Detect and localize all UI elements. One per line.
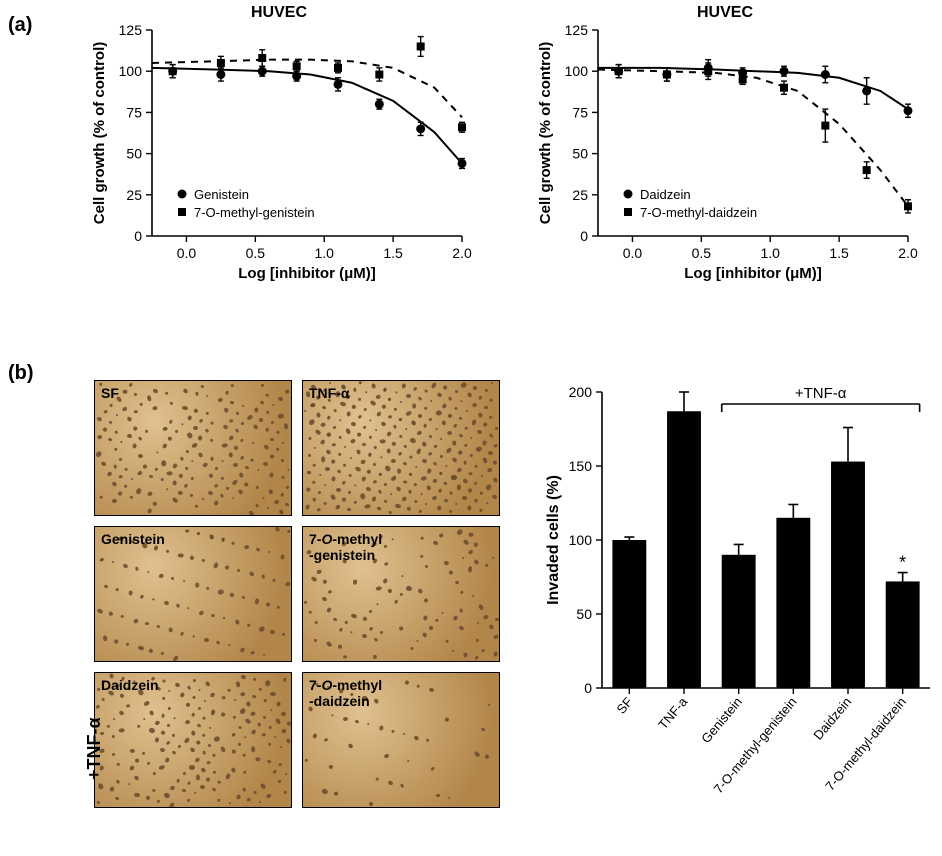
svg-text:75: 75 [572, 104, 588, 120]
micrograph-grid: SF TNF-α Genistein 7-O-methyl-genistein Daid… [94, 380, 504, 810]
svg-text:7-O-methyl-genistein: 7-O-methyl-genistein [194, 205, 315, 220]
svg-text:Daidzein: Daidzein [640, 187, 691, 202]
svg-text:1.0: 1.0 [314, 245, 334, 261]
svg-text:50: 50 [126, 146, 142, 162]
panel-a-label: (a) [8, 14, 32, 37]
svg-text:Cell growth (% of control): Cell growth (% of control) [537, 42, 554, 224]
svg-text:2.0: 2.0 [452, 245, 472, 261]
micrograph-label: Daidzein [101, 677, 159, 693]
svg-text:0: 0 [580, 228, 588, 244]
svg-text:2.0: 2.0 [898, 245, 918, 261]
micrograph-2: Genistein [94, 526, 292, 662]
svg-text:200: 200 [569, 384, 593, 400]
chart-a1-title: HUVEC [84, 4, 474, 22]
chart-a1: 0.0 0.5 1.0 1.5 2.0 0 25 50 75 100 125 Log [inhibit… [84, 22, 474, 292]
micrograph-label: Genistein [101, 531, 165, 547]
chart-b: 0 50 100 150 200 Invaded cells (%) SF TNF-aGeni… [540, 378, 940, 838]
svg-text:0.5: 0.5 [246, 245, 266, 261]
svg-text:100: 100 [569, 532, 593, 548]
svg-text:0.0: 0.0 [177, 245, 197, 261]
svg-text:0: 0 [584, 680, 592, 696]
svg-text:0.5: 0.5 [692, 245, 712, 261]
panel-b-label: (b) [8, 362, 34, 385]
chart-a2-title: HUVEC [530, 4, 920, 22]
svg-text:0.0: 0.0 [623, 245, 643, 261]
svg-text:100: 100 [565, 63, 589, 79]
svg-text:1.5: 1.5 [383, 245, 403, 261]
svg-text:50: 50 [576, 606, 592, 622]
svg-text:Genistein: Genistein [194, 187, 249, 202]
svg-text:Genistein: Genistein [698, 694, 745, 746]
svg-text:SF: SF [613, 694, 635, 716]
svg-text:*: * [899, 553, 906, 573]
svg-text:Invaded cells (%): Invaded cells (%) [545, 475, 562, 605]
micrograph-label: 7-O-methyl-genistein [309, 531, 382, 563]
svg-text:1.5: 1.5 [829, 245, 849, 261]
micrograph-0: SF [94, 380, 292, 516]
svg-text:150: 150 [569, 458, 593, 474]
micrograph-1: TNF-α [302, 380, 500, 516]
svg-text:TNF-a: TNF-a [655, 694, 691, 732]
svg-text:50: 50 [572, 146, 588, 162]
svg-text:Log [inhibitor (μM)]: Log [inhibitor (μM)] [238, 265, 375, 282]
svg-text:Cell growth (% of control): Cell growth (% of control) [91, 42, 108, 224]
svg-text:100: 100 [119, 63, 143, 79]
svg-text:Log [inhibitor (μM)]: Log [inhibitor (μM)] [684, 265, 821, 282]
svg-text:25: 25 [126, 187, 142, 203]
micrograph-label: TNF-α [309, 385, 349, 401]
svg-text:75: 75 [126, 104, 142, 120]
micrograph-3: 7-O-methyl-genistein [302, 526, 500, 662]
svg-text:+TNF-α: +TNF-α [795, 385, 847, 402]
svg-text:0: 0 [134, 228, 142, 244]
micrograph-label: 7-O-methyl-daidzein [309, 677, 382, 709]
micrograph-5: 7-O-methyl-daidzein [302, 672, 500, 808]
svg-text:125: 125 [565, 22, 589, 38]
tnf-side-label: +TNF-α [84, 717, 105, 780]
micrograph-4: Daidzein [94, 672, 292, 808]
chart-a2: 0.0 0.5 1.0 1.5 2.0 0 25 50 75 100 125 Log [inhibit… [530, 22, 920, 292]
svg-text:Daidzein: Daidzein [810, 694, 854, 742]
micrograph-label: SF [101, 385, 119, 401]
svg-text:25: 25 [572, 187, 588, 203]
svg-text:125: 125 [119, 22, 143, 38]
svg-text:1.0: 1.0 [760, 245, 780, 261]
svg-text:7-O-methyl-daidzein: 7-O-methyl-daidzein [640, 205, 757, 220]
